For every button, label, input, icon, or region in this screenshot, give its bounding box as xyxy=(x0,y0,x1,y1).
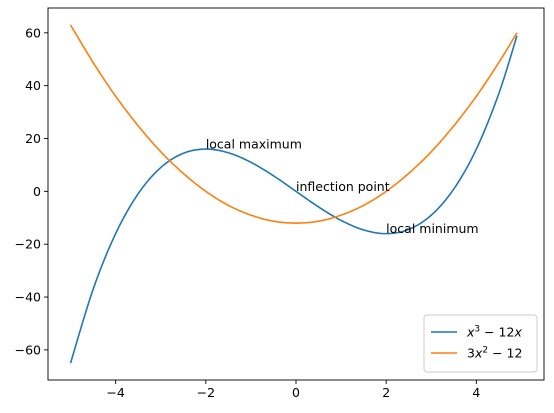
legend: x3 − 12x 3x2 − 12 xyxy=(423,314,538,373)
x-tick-label: 0 xyxy=(292,385,300,400)
y-tick-label: 60 xyxy=(25,25,41,40)
x-tick-label: −4 xyxy=(106,385,124,400)
y-tick-label: −60 xyxy=(15,342,41,357)
annotation-2: inflection point xyxy=(296,179,390,194)
y-tick-label: −20 xyxy=(15,237,41,252)
y-tick-label: 0 xyxy=(33,184,41,199)
legend-box xyxy=(423,314,538,373)
annotation-layer: local maximum inflection point local minim… xyxy=(206,137,479,237)
legend-label-2: 3x2 − 12 xyxy=(467,346,522,361)
annotation-1: local maximum xyxy=(206,137,302,152)
annotation-3: local minimum xyxy=(386,221,478,236)
legend-label-1: x3 − 12x xyxy=(466,325,522,340)
x-tick-label: 4 xyxy=(472,385,480,400)
y-tick-label: 40 xyxy=(25,78,41,93)
series-line-2 xyxy=(69,24,518,224)
y-tick-label: −40 xyxy=(15,290,41,305)
x-tick-label: 2 xyxy=(382,385,390,400)
y-tick-label: 20 xyxy=(25,131,41,146)
series-layer xyxy=(69,24,518,364)
x-tick-label: −2 xyxy=(197,385,215,400)
series-line-1 xyxy=(69,35,518,364)
